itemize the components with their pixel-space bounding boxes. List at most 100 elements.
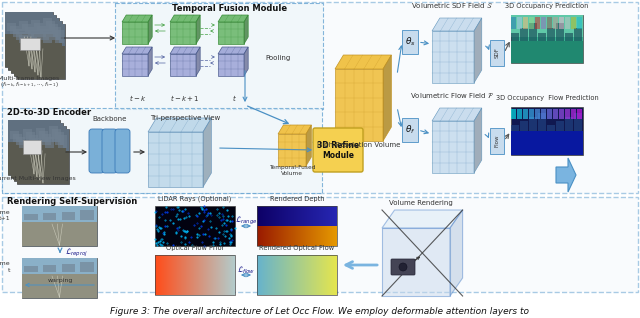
FancyBboxPatch shape bbox=[291, 206, 292, 226]
FancyBboxPatch shape bbox=[45, 137, 54, 148]
FancyBboxPatch shape bbox=[260, 226, 261, 246]
FancyBboxPatch shape bbox=[290, 255, 291, 295]
FancyBboxPatch shape bbox=[402, 118, 418, 142]
FancyBboxPatch shape bbox=[189, 255, 190, 295]
FancyBboxPatch shape bbox=[327, 255, 328, 295]
FancyBboxPatch shape bbox=[17, 129, 69, 156]
FancyBboxPatch shape bbox=[304, 226, 305, 246]
FancyBboxPatch shape bbox=[305, 226, 306, 246]
FancyBboxPatch shape bbox=[311, 226, 312, 246]
Text: Rendered Optical Flow: Rendered Optical Flow bbox=[259, 245, 335, 251]
FancyBboxPatch shape bbox=[160, 255, 161, 295]
FancyBboxPatch shape bbox=[24, 266, 38, 272]
Text: Multi-frame Images: Multi-frame Images bbox=[0, 76, 60, 81]
FancyBboxPatch shape bbox=[511, 41, 583, 63]
Polygon shape bbox=[170, 15, 200, 22]
FancyBboxPatch shape bbox=[2, 108, 322, 193]
FancyBboxPatch shape bbox=[538, 33, 546, 41]
FancyBboxPatch shape bbox=[273, 255, 274, 295]
FancyBboxPatch shape bbox=[288, 206, 289, 226]
FancyBboxPatch shape bbox=[310, 206, 311, 226]
FancyBboxPatch shape bbox=[22, 24, 31, 34]
Text: SDF: SDF bbox=[495, 48, 499, 59]
FancyBboxPatch shape bbox=[559, 109, 564, 119]
FancyBboxPatch shape bbox=[267, 226, 268, 246]
FancyBboxPatch shape bbox=[391, 259, 415, 275]
FancyBboxPatch shape bbox=[11, 123, 63, 178]
FancyBboxPatch shape bbox=[517, 17, 522, 29]
FancyBboxPatch shape bbox=[547, 125, 555, 131]
Text: t+1: t+1 bbox=[0, 216, 10, 221]
FancyBboxPatch shape bbox=[212, 255, 213, 295]
FancyBboxPatch shape bbox=[43, 18, 52, 31]
FancyBboxPatch shape bbox=[5, 34, 53, 67]
FancyBboxPatch shape bbox=[315, 255, 316, 295]
FancyBboxPatch shape bbox=[323, 255, 324, 295]
FancyBboxPatch shape bbox=[316, 255, 317, 295]
FancyBboxPatch shape bbox=[262, 255, 263, 295]
FancyBboxPatch shape bbox=[291, 255, 292, 295]
Polygon shape bbox=[450, 210, 463, 296]
FancyBboxPatch shape bbox=[286, 206, 287, 226]
FancyBboxPatch shape bbox=[175, 255, 176, 295]
FancyBboxPatch shape bbox=[319, 255, 320, 295]
FancyBboxPatch shape bbox=[89, 129, 104, 173]
Text: $t-k+1$: $t-k+1$ bbox=[170, 93, 200, 103]
FancyBboxPatch shape bbox=[276, 255, 277, 295]
Polygon shape bbox=[432, 31, 474, 83]
FancyBboxPatch shape bbox=[541, 109, 546, 119]
FancyBboxPatch shape bbox=[17, 24, 65, 52]
FancyBboxPatch shape bbox=[285, 255, 286, 295]
FancyBboxPatch shape bbox=[559, 17, 564, 29]
FancyBboxPatch shape bbox=[314, 206, 315, 226]
FancyBboxPatch shape bbox=[7, 23, 15, 31]
Polygon shape bbox=[432, 121, 474, 173]
FancyBboxPatch shape bbox=[306, 226, 307, 246]
FancyBboxPatch shape bbox=[25, 27, 34, 37]
FancyBboxPatch shape bbox=[221, 255, 222, 295]
FancyBboxPatch shape bbox=[293, 206, 294, 226]
FancyBboxPatch shape bbox=[292, 206, 293, 226]
Polygon shape bbox=[196, 47, 200, 76]
FancyBboxPatch shape bbox=[333, 206, 334, 226]
FancyBboxPatch shape bbox=[39, 131, 49, 142]
Polygon shape bbox=[148, 132, 203, 187]
FancyBboxPatch shape bbox=[203, 255, 204, 295]
FancyBboxPatch shape bbox=[26, 132, 35, 142]
FancyBboxPatch shape bbox=[8, 120, 60, 148]
Text: Temporal-Fused: Temporal-Fused bbox=[269, 165, 316, 170]
FancyBboxPatch shape bbox=[214, 255, 215, 295]
FancyBboxPatch shape bbox=[287, 255, 288, 295]
FancyBboxPatch shape bbox=[321, 255, 322, 295]
Text: Pooling: Pooling bbox=[265, 55, 291, 61]
FancyBboxPatch shape bbox=[286, 255, 287, 295]
Text: Temporal Fusion Module: Temporal Fusion Module bbox=[172, 4, 287, 13]
FancyBboxPatch shape bbox=[303, 226, 304, 246]
FancyBboxPatch shape bbox=[28, 30, 36, 40]
FancyBboxPatch shape bbox=[220, 255, 221, 295]
FancyBboxPatch shape bbox=[5, 12, 53, 67]
FancyBboxPatch shape bbox=[29, 135, 38, 145]
FancyBboxPatch shape bbox=[268, 206, 269, 226]
FancyBboxPatch shape bbox=[523, 17, 528, 29]
FancyBboxPatch shape bbox=[17, 24, 65, 79]
FancyBboxPatch shape bbox=[43, 32, 52, 43]
FancyBboxPatch shape bbox=[272, 226, 273, 246]
FancyBboxPatch shape bbox=[52, 27, 61, 40]
FancyBboxPatch shape bbox=[278, 255, 279, 295]
FancyBboxPatch shape bbox=[307, 255, 308, 295]
Text: warping: warping bbox=[47, 278, 73, 283]
FancyBboxPatch shape bbox=[529, 109, 534, 119]
Polygon shape bbox=[306, 125, 312, 166]
FancyBboxPatch shape bbox=[297, 206, 298, 226]
FancyBboxPatch shape bbox=[309, 226, 310, 246]
FancyBboxPatch shape bbox=[16, 137, 26, 145]
FancyBboxPatch shape bbox=[320, 255, 321, 295]
FancyBboxPatch shape bbox=[538, 113, 546, 131]
FancyBboxPatch shape bbox=[200, 255, 201, 295]
Text: Tri-perspective View: Tri-perspective View bbox=[150, 115, 220, 121]
FancyBboxPatch shape bbox=[311, 255, 312, 295]
FancyBboxPatch shape bbox=[332, 255, 333, 295]
FancyBboxPatch shape bbox=[310, 255, 311, 295]
FancyBboxPatch shape bbox=[196, 255, 197, 295]
